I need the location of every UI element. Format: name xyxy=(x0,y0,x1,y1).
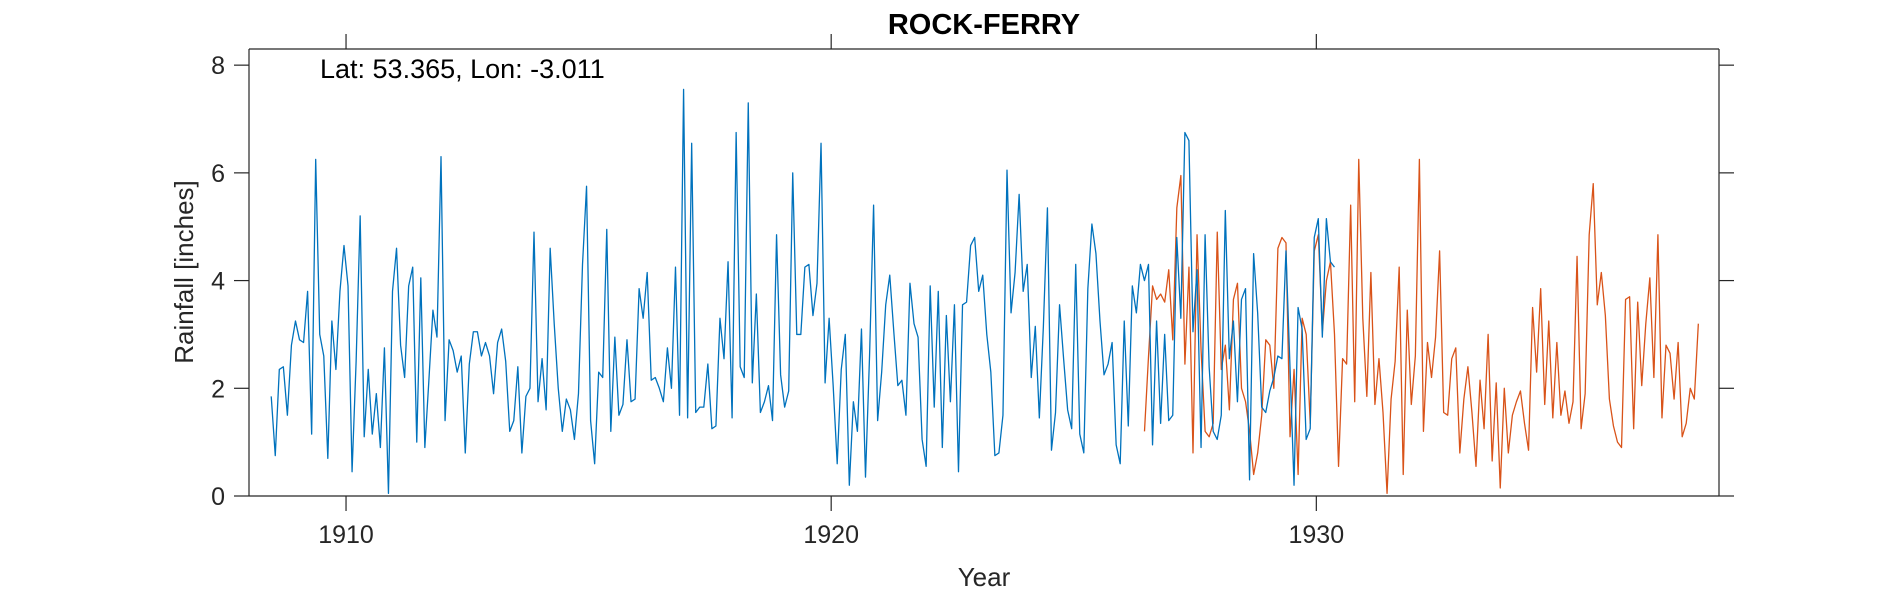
y-axis-label: Rainfall [inches] xyxy=(169,180,199,364)
chart-title: ROCK-FERRY xyxy=(888,9,1080,41)
y-tick-label: 8 xyxy=(211,52,225,80)
y-tick-label: 6 xyxy=(211,160,225,188)
y-tick-label: 4 xyxy=(211,268,225,296)
axes-layer xyxy=(248,48,1720,497)
y-tick-label: 2 xyxy=(211,375,225,403)
location-annotation: Lat: 53.365, Lon: -3.011 xyxy=(320,54,605,84)
ticks-layer: 0 2 4 6 8 1910 1920 1930 xyxy=(211,34,1734,549)
x-tick-label: 1920 xyxy=(803,521,859,549)
x-tick-label: 1930 xyxy=(1289,521,1345,549)
y-tick-label: 0 xyxy=(211,483,225,511)
plot-area xyxy=(249,49,1719,496)
x-axis-label: Year xyxy=(958,562,1011,591)
series-layer xyxy=(270,88,1699,494)
series-line-1 xyxy=(270,88,1335,494)
x-tick-label: 1910 xyxy=(318,521,374,549)
series-line-2 xyxy=(1143,158,1699,494)
